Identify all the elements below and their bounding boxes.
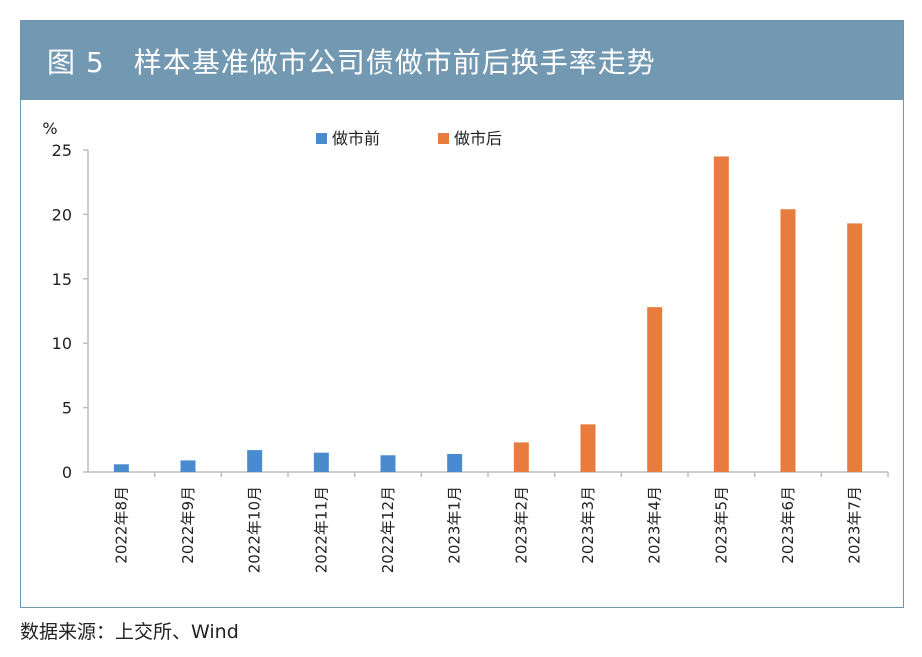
axes: 0 5 10 15 20 25% 2022年8月 2022年9月 2022年10月 2022年11… <box>42 119 889 573</box>
y-tick-label: 15 <box>52 270 72 289</box>
x-tick-label: 2023年5月 <box>712 486 730 564</box>
y-tick-label: 10 <box>52 334 72 353</box>
x-tick-label: 2023年3月 <box>579 486 597 564</box>
x-tick-label: 2023年1月 <box>446 486 464 564</box>
x-tick-label: 2022年9月 <box>179 486 197 564</box>
legend-label: 做市前 <box>332 129 380 148</box>
bar-做市后-2023年4月 <box>647 307 663 472</box>
bar-做市后-2023年5月 <box>713 156 729 472</box>
legend-swatch <box>438 133 449 144</box>
bar-做市前-2022年8月 <box>113 464 129 472</box>
x-tick-label: 2023年6月 <box>779 486 797 564</box>
chart-title: 图 5 样本基准做市公司债做市前后换手率走势 <box>47 46 656 79</box>
bar-做市前-2023年1月 <box>447 453 463 472</box>
bar-做市后-2023年7月 <box>847 223 863 472</box>
y-axis-unit: % <box>42 119 57 138</box>
bar-做市后-2023年6月 <box>780 209 796 473</box>
x-tick-label: 2023年7月 <box>846 486 864 564</box>
x-tick-label: 2022年11月 <box>312 486 330 573</box>
x-tick-label: 2022年10月 <box>246 486 264 573</box>
bar-做市前-2022年10月 <box>247 450 263 472</box>
x-tick-label: 2023年2月 <box>512 486 530 564</box>
bar-chart: 0 5 10 15 20 25% 2022年8月 2022年9月 2022年10月 2022年11… <box>42 119 889 573</box>
y-tick-label: 20 <box>52 205 72 224</box>
y-tick-label: 0 <box>62 463 72 482</box>
x-tick-label: 2022年8月 <box>112 486 130 564</box>
bar-做市前-2022年11月 <box>313 452 329 472</box>
bar-做市后-2023年3月 <box>580 424 596 472</box>
title-bar: 图 5 样本基准做市公司债做市前后换手率走势 <box>21 21 903 100</box>
x-tick-label: 2022年12月 <box>379 486 397 573</box>
bar-做市后-2023年2月 <box>513 442 529 472</box>
legend-swatch <box>316 133 327 144</box>
bar-做市前-2022年9月 <box>180 460 196 472</box>
figure-frame: 图 5 样本基准做市公司债做市前后换手率走势 <box>20 20 904 608</box>
source-note: 数据来源：上交所、Wind <box>20 621 239 643</box>
bar-做市前-2022年12月 <box>380 455 396 472</box>
legend-label: 做市后 <box>454 129 502 148</box>
y-tick-label: 5 <box>62 399 72 418</box>
legend: 做市前 做市后 <box>316 129 502 148</box>
x-tick-label: 2023年4月 <box>646 486 664 564</box>
bars <box>113 156 863 473</box>
y-tick-label: 25 <box>52 141 72 160</box>
